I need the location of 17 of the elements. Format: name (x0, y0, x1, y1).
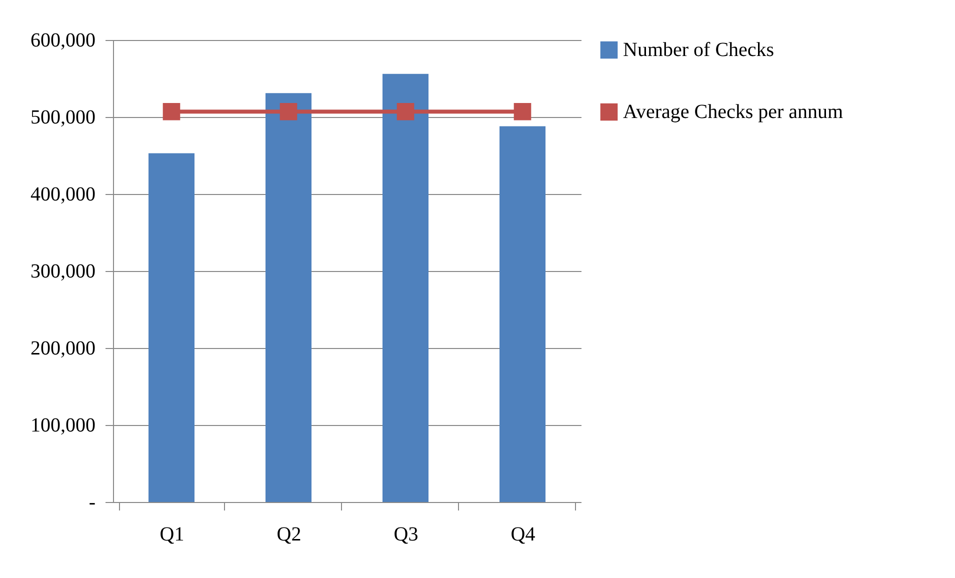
bar (266, 93, 312, 502)
x-tick-label: Q2 (276, 524, 302, 546)
x-tick-label: Q3 (394, 524, 418, 546)
y-tick-label: 300,000 (30, 260, 96, 282)
y-tick-label: 400,000 (30, 184, 96, 206)
legend-label: Number of Checks (623, 39, 774, 61)
bar (500, 126, 546, 502)
y-tick-label: - (88, 492, 96, 514)
bar (382, 74, 428, 502)
x-tick-label: Q4 (510, 524, 536, 546)
y-tick-label: 200,000 (30, 338, 96, 360)
y-tick-label: 500,000 (30, 106, 96, 128)
legend-label: Average Checks per annum (623, 101, 844, 123)
x-tick-label: Q1 (160, 524, 184, 546)
y-tick-label: 100,000 (30, 414, 96, 436)
bar (148, 153, 194, 502)
y-tick-label: 600,000 (30, 30, 96, 52)
